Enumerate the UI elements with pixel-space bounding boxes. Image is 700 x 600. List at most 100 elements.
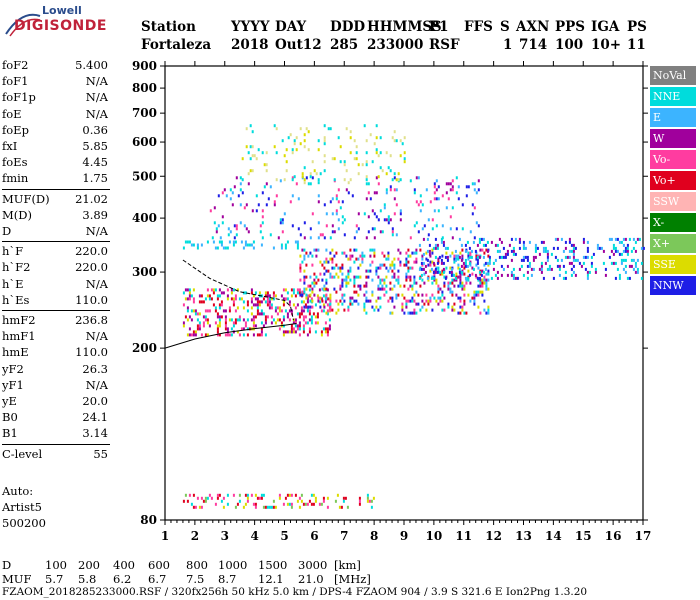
x-tick-label: 15 <box>575 529 592 543</box>
echo-point <box>347 275 350 279</box>
echo-point <box>313 248 316 252</box>
echo-point <box>421 299 424 303</box>
echo-point <box>385 275 388 279</box>
echo-point <box>220 240 223 244</box>
echo-point <box>479 311 482 315</box>
echo-point <box>333 157 336 161</box>
echo-point <box>323 266 326 270</box>
echo-point <box>560 258 563 262</box>
echo-point <box>196 496 199 500</box>
echo-point <box>311 176 314 180</box>
param-label: M(D) <box>2 207 32 222</box>
echo-point <box>463 266 466 270</box>
echo-point <box>242 246 245 250</box>
echo-point <box>342 496 345 500</box>
echo-point <box>226 493 229 497</box>
echo-point <box>544 261 547 265</box>
x-tick-label: 12 <box>485 529 502 543</box>
echo-point <box>431 251 434 255</box>
echo-point <box>586 270 589 274</box>
echo-point <box>198 321 201 325</box>
echo-point <box>303 236 306 240</box>
echo-point <box>355 151 358 155</box>
echo-point <box>381 230 384 234</box>
echo-point <box>246 243 249 247</box>
echo-point <box>221 215 224 219</box>
echo-point <box>479 272 482 276</box>
echo-point <box>528 240 531 244</box>
echo-point <box>222 505 225 509</box>
echo-point <box>341 281 344 285</box>
echo-point <box>542 249 545 253</box>
echo-point <box>413 188 416 192</box>
echo-point <box>476 258 479 262</box>
echo-point <box>419 200 422 204</box>
echo-point <box>204 297 207 301</box>
param-row-3: foE N/A <box>2 107 108 124</box>
echo-point <box>582 237 585 241</box>
echo-point <box>213 221 216 225</box>
echo-point <box>437 290 440 294</box>
echo-region-F-band-350 <box>182 240 299 250</box>
echo-point <box>403 160 406 164</box>
echo-point <box>293 142 296 146</box>
echo-point <box>202 324 205 328</box>
echo-point <box>568 249 571 253</box>
echo-point <box>377 296 380 300</box>
echo-point <box>307 254 310 258</box>
echo-point <box>200 505 203 509</box>
echo-point <box>359 275 362 279</box>
echo-point <box>343 293 346 297</box>
echo-point <box>476 276 479 280</box>
echo-point <box>278 493 281 497</box>
param-value: 110.0 <box>75 292 108 307</box>
echo-point <box>345 188 348 192</box>
echo-point <box>301 260 304 264</box>
echo-point <box>425 257 428 261</box>
echo-point <box>634 270 637 274</box>
echo-point <box>301 290 304 294</box>
echo-point <box>291 224 294 228</box>
echo-point <box>314 321 317 325</box>
echo-point <box>184 315 187 319</box>
echo-point <box>477 290 480 294</box>
echo-point <box>353 275 356 279</box>
echo-point <box>564 270 567 274</box>
param-label: h`E <box>2 276 24 291</box>
echo-point <box>520 264 523 268</box>
echo-point <box>413 308 416 312</box>
echo-point <box>257 148 260 152</box>
echo-point <box>326 327 329 331</box>
echo-point <box>405 260 408 264</box>
echo-point <box>636 258 639 262</box>
echo-point <box>586 246 589 250</box>
echo-point <box>500 255 503 259</box>
echo-point <box>391 263 394 267</box>
echo-point <box>347 281 350 285</box>
echo-point <box>252 502 255 506</box>
echo-point <box>422 267 425 271</box>
echo-point <box>246 327 249 331</box>
echo-point <box>436 270 439 274</box>
echo-point <box>244 493 247 497</box>
echo-point <box>479 290 482 294</box>
echo-point <box>379 151 382 155</box>
echo-point <box>461 227 464 231</box>
echo-point <box>217 194 220 198</box>
echo-point <box>347 308 350 312</box>
echo-point <box>383 263 386 267</box>
echo-point <box>628 276 631 280</box>
echo-point <box>457 257 460 261</box>
echo-point <box>399 218 402 222</box>
echo-point <box>552 246 555 250</box>
echo-point <box>186 333 189 337</box>
legend-item-vo-: Vo- <box>650 150 696 169</box>
echo-point <box>568 261 571 265</box>
echo-point <box>345 275 348 279</box>
echo-point <box>417 203 420 207</box>
echo-point <box>395 188 398 192</box>
echo-point <box>478 270 481 274</box>
echo-point <box>341 221 344 225</box>
echo-point <box>510 258 513 262</box>
